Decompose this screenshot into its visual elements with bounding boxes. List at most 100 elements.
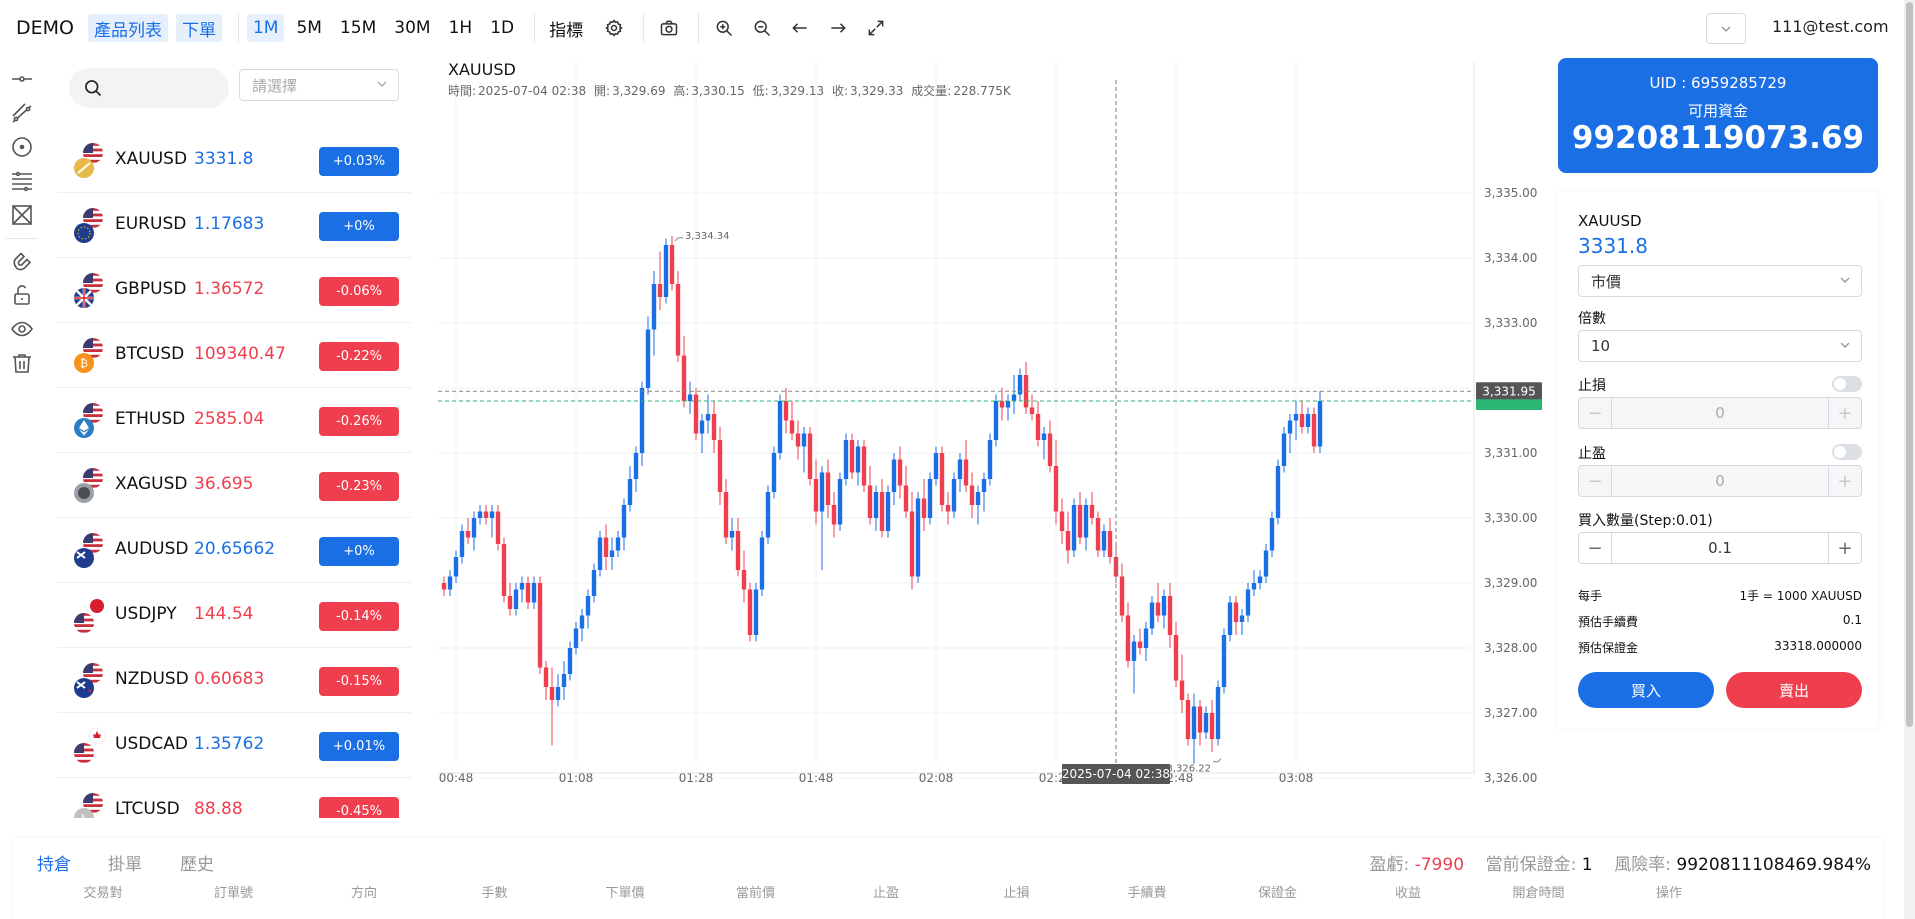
zoom-out-icon[interactable]	[745, 11, 779, 45]
circle-tool-icon[interactable]	[9, 134, 35, 160]
camera-icon[interactable]	[652, 11, 686, 45]
currency-flag-icon	[74, 468, 103, 503]
product-row-eurusd[interactable]: EURUSD 1.17683 +0%	[57, 193, 411, 258]
candle-body	[699, 420, 705, 434]
zoom-in-icon[interactable]	[707, 11, 741, 45]
timeframe-15m[interactable]: 15M	[334, 14, 382, 42]
arrow-left-icon[interactable]	[783, 11, 817, 45]
product-row-xagusd[interactable]: XAGUSD 36.695 -0.23%	[57, 453, 411, 518]
column-header: 收益	[1394, 886, 1422, 901]
candle-body	[705, 414, 711, 421]
gann-box-tool-icon[interactable]	[9, 202, 35, 228]
x-tick-label: 02:08	[919, 771, 954, 785]
order-button[interactable]: 下單	[175, 14, 222, 42]
price-chart[interactable]: 3,326.00 3,327.00 3,328.00 3,329.00 3,330.00…	[424, 58, 1548, 810]
trend-line-tool-icon[interactable]	[9, 100, 35, 126]
product-row-audusd[interactable]: AUDUSD 20.65662 +0%	[57, 518, 411, 583]
divider	[534, 13, 536, 43]
candle-body	[1197, 706, 1203, 733]
candlestick-chart[interactable]: 3,326.00 3,327.00 3,328.00 3,329.00 3,330.00…	[424, 58, 1548, 810]
fibonacci-tool-icon[interactable]	[9, 168, 35, 194]
candle-body	[1029, 407, 1035, 414]
stop-loss-stepper[interactable]: − 0 +	[1578, 397, 1862, 429]
candle-body	[1185, 700, 1191, 739]
per-lot-label: 每手	[1578, 589, 1603, 603]
eye-icon[interactable]	[9, 316, 35, 342]
candle-body	[489, 511, 495, 518]
product-change-badge: +0%	[319, 537, 399, 566]
product-row-xauusd[interactable]: XAUUSD 3331.8 +0.03%	[57, 128, 411, 193]
quantity-input[interactable]: 0.1	[1611, 533, 1829, 563]
product-row-gbpusd[interactable]: GBPUSD 1.36572 -0.06%	[57, 258, 411, 323]
arrow-right-icon[interactable]	[821, 11, 855, 45]
timeframe-5m[interactable]: 5M	[290, 14, 327, 42]
currency-flag-icon: Ł	[74, 793, 103, 818]
stop-loss-input[interactable]: 0	[1611, 398, 1829, 428]
stop-loss-toggle[interactable]	[1832, 376, 1862, 392]
chevron-down-icon	[1721, 26, 1731, 32]
buy-button[interactable]: 買入	[1578, 672, 1714, 708]
currency-flag-icon	[74, 143, 103, 178]
timeframe-1h[interactable]: 1H	[443, 14, 479, 42]
candle-body	[513, 589, 519, 609]
language-dropdown[interactable]	[1706, 13, 1746, 44]
take-profit-input[interactable]: 0	[1611, 466, 1829, 496]
page-scrollbar[interactable]	[1904, 0, 1915, 919]
product-price: 88.88	[194, 799, 243, 818]
candle-body	[1089, 505, 1095, 518]
x-tick-label: 01:28	[679, 771, 714, 785]
user-email[interactable]: 111@test.com	[1772, 17, 1889, 36]
candle-body	[879, 492, 885, 531]
sell-button[interactable]: 賣出	[1726, 672, 1862, 708]
quantity-increment-button[interactable]: +	[1829, 533, 1861, 563]
settings-gear-icon[interactable]	[597, 11, 631, 45]
candle-body	[453, 557, 459, 577]
tab-history[interactable]: 歷史	[180, 855, 214, 875]
quantity-stepper[interactable]: − 0.1 +	[1578, 532, 1862, 564]
candle-body	[747, 589, 753, 635]
product-row-usdjpy[interactable]: USDJPY 144.54 -0.14%	[57, 583, 411, 648]
candle-body	[969, 485, 975, 505]
product-row-usdcad[interactable]: USDCAD 1.35762 +0.01%	[57, 713, 411, 778]
candle-body	[1245, 589, 1251, 616]
product-row-btcusd[interactable]: ₿ BTCUSD 109340.47 -0.22%	[57, 323, 411, 388]
candle-body	[501, 544, 507, 596]
take-profit-decrement-button[interactable]: −	[1579, 466, 1611, 496]
candle-body	[1095, 518, 1101, 551]
top-toolbar: DEMO 產品列表 下單 1M 5M 15M 30M 1H 1D 指標	[0, 0, 1915, 56]
product-row-ltcusd[interactable]: Ł LTCUSD 88.88 -0.45%	[57, 778, 411, 818]
stop-loss-decrement-button[interactable]: −	[1579, 398, 1611, 428]
horizontal-line-tool-icon[interactable]	[9, 66, 35, 92]
lock-icon[interactable]	[9, 282, 35, 308]
trash-icon[interactable]	[9, 350, 35, 376]
quantity-label: 買入數量(Step:0.01)	[1578, 513, 1713, 529]
stop-loss-increment-button[interactable]: +	[1829, 398, 1861, 428]
product-change-badge: -0.22%	[319, 342, 399, 371]
tab-pending-orders[interactable]: 掛單	[108, 855, 142, 875]
magnet-icon[interactable]	[9, 248, 35, 274]
take-profit-stepper[interactable]: − 0 +	[1578, 465, 1862, 497]
fullscreen-icon[interactable]	[859, 11, 893, 45]
quantity-decrement-button[interactable]: −	[1579, 533, 1611, 563]
order-type-select[interactable]: 市價	[1578, 265, 1862, 297]
category-select[interactable]: 請選擇	[239, 69, 399, 101]
y-tick-label: 3,331.00	[1484, 446, 1537, 460]
crosshair-time-tag	[1062, 764, 1170, 784]
tab-positions[interactable]: 持倉	[37, 855, 71, 875]
search-input[interactable]	[69, 68, 229, 108]
timeframe-1d[interactable]: 1D	[484, 14, 520, 42]
product-row-nzdusd[interactable]: NZDUSD 0.60683 -0.15%	[57, 648, 411, 713]
candle-body	[1305, 414, 1311, 427]
indicators-button[interactable]: 指標	[543, 14, 589, 42]
leverage-select[interactable]: 10	[1578, 330, 1862, 362]
timeframe-30m[interactable]: 30M	[388, 14, 436, 42]
scrollbar-thumb[interactable]	[1906, 2, 1913, 727]
product-row-ethusd[interactable]: ETHUSD 2585.04 -0.26%	[57, 388, 411, 453]
product-list-button[interactable]: 產品列表	[87, 14, 168, 42]
take-profit-increment-button[interactable]: +	[1829, 466, 1861, 496]
divider	[237, 13, 239, 43]
candle-body	[1209, 713, 1215, 739]
take-profit-toggle[interactable]	[1832, 444, 1862, 460]
product-change-badge: -0.45%	[319, 797, 399, 818]
timeframe-1m[interactable]: 1M	[246, 14, 285, 42]
